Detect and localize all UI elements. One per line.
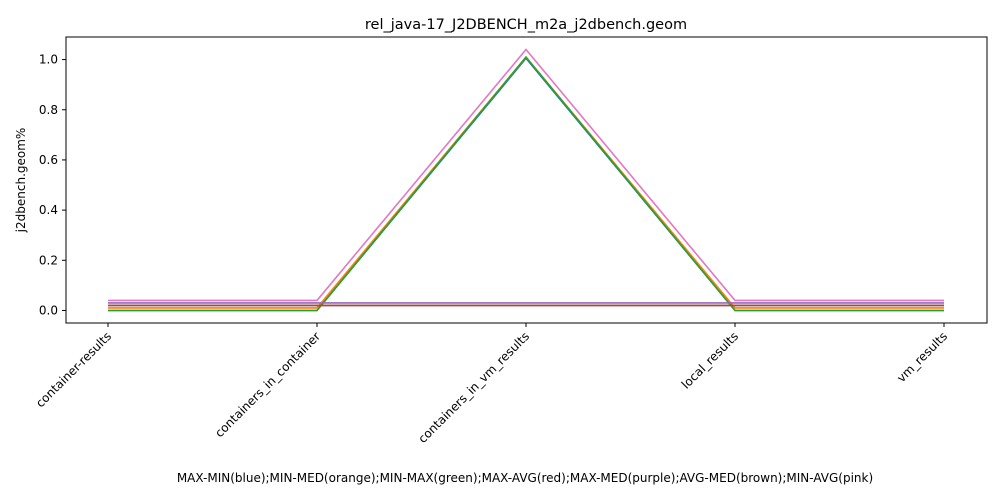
- y-tick-label-3: 0.6: [39, 153, 58, 167]
- series-line-6: [108, 48, 944, 302]
- x-tick-label-3: local_results: [679, 329, 741, 391]
- series-line-2: [108, 55, 944, 312]
- y-tick-label-1: 0.2: [39, 253, 58, 267]
- x-tick-label-4: vm_results: [894, 329, 950, 385]
- x-tick-label-0: container-results: [33, 329, 114, 410]
- y-tick-label-4: 0.8: [39, 103, 58, 117]
- y-axis-label: j2dbench.geom%: [14, 128, 28, 234]
- series-line-1: [108, 55, 944, 309]
- y-tick-label-2: 0.4: [39, 203, 58, 217]
- series-line-0: [108, 57, 944, 312]
- x-axis-label: MAX-MIN(blue);MIN-MED(orange);MIN-MAX(gr…: [177, 471, 873, 485]
- plot-frame: [65, 36, 988, 324]
- x-tick-label-2: containers_in_vm_results: [415, 329, 532, 446]
- y-tick-label-5: 1.0: [39, 53, 58, 67]
- x-axis-ticks: container-results containers_in_container…: [33, 323, 950, 446]
- y-tick-label-0: 0.0: [39, 303, 58, 317]
- series-lines: [108, 48, 944, 312]
- chart-title: rel_java-17_J2DBENCH_m2a_j2dbench.geom: [365, 17, 687, 33]
- y-axis-ticks: 0.0 0.2 0.4 0.6 0.8 1.0: [39, 53, 66, 317]
- x-tick-label-1: containers_in_container: [212, 329, 323, 440]
